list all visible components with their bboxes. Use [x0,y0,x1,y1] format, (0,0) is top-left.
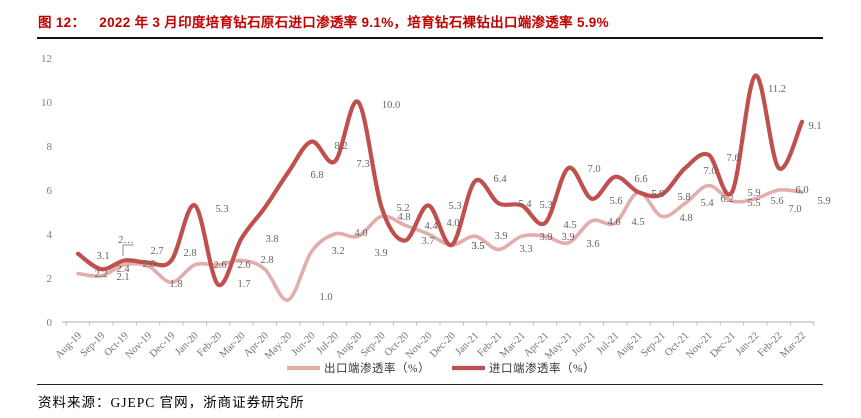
import-data-label: 5.8 [677,192,690,203]
x-tick-label: Sep-20 [359,330,388,359]
export-data-label: 4.4 [424,221,438,232]
import-data-label: 6.6 [634,174,647,185]
footer-divider [37,384,823,386]
import-data-label: 7.6 [726,153,739,164]
export-data-label: 6.0 [795,185,808,196]
x-tick-label: Mar-22 [778,330,808,360]
import-data-label: 6.4 [493,174,507,185]
y-tick-label: 12 [41,53,52,65]
y-tick-label: 6 [47,185,53,197]
import-data-label: 7.0 [587,164,600,175]
export-data-label: 5.4 [700,198,714,209]
export-data-label: 3.9 [539,232,552,243]
import-data-label: 3.7 [421,236,434,247]
export-data-label: 2.6 [237,260,250,271]
export-data-label: 5.6 [770,196,783,207]
x-tick-label: Mar-21 [498,330,528,360]
y-tick-label: 8 [47,141,53,153]
import-legend-label: 进口端渗透率（%） [489,361,595,375]
y-tick-label: 4 [47,229,53,241]
export-data-label: 2.6 [213,260,226,271]
export-data-label: 2.6 [142,259,155,270]
x-tick-label: Jun-21 [570,330,598,358]
import-data-label: 8.2 [334,141,347,152]
import-series-line [75,73,805,287]
x-tick-label: Dec-19 [148,330,178,360]
export-data-label: 1.0 [319,292,332,303]
export-data-label: 6.2 [720,194,733,205]
chart-title: 图 12： 2022 年 3 月印度培育钻石原石进口渗透率 9.1%，培育钻石裸钻… [38,11,838,31]
x-tick-label: Aug-21 [614,330,644,360]
export-data-label: 4.0 [446,218,459,229]
x-tick-label: Sep-21 [639,330,668,359]
export-legend-label: 出口端渗透率（%） [324,361,430,375]
import-data-label: 4.5 [563,220,576,231]
source-note: 资料来源：GJEPC 官网，浙商证券研究所 [38,395,305,410]
export-data-label: 3.9 [494,231,507,242]
import-data-label: 2.7 [150,246,163,257]
figure-number: 图 12： [38,15,86,30]
import-data-label: 2.4 [116,264,130,275]
export-data-label: 3.9 [374,248,387,259]
export-data-label: 3.5 [471,241,484,252]
x-tick-label: Sep-19 [79,330,108,359]
import-data-label: 5.9 [651,189,664,200]
x-tick-label: Nov-20 [404,330,434,360]
import-data-label: 7.3 [356,159,369,170]
export-data-label: 1.8 [169,279,182,290]
title-divider [37,37,823,40]
import-data-label: 2… [118,235,134,246]
export-data-label: 4.5 [631,217,644,228]
import-data-label: 3.8 [265,234,278,245]
export-data-label: 4.0 [354,228,367,239]
y-tick-label: 2 [47,273,53,285]
export-series-line [76,183,804,302]
import-data-label: 3.1 [96,251,109,262]
import-data-label: 5.3 [539,200,552,211]
import-data-label: 9.1 [808,121,821,132]
title-text: 2022 年 3 月印度培育钻石原石进口渗透率 9.1%，培育钻石裸钻出口端渗透… [99,15,609,30]
import-data-label: 10.0 [382,100,400,111]
export-data-label: 2.8 [260,255,273,266]
import-data-label: 11.2 [768,84,786,95]
x-tick-label: Dec-20 [428,330,458,360]
export-data-label: 4.8 [397,212,410,223]
export-data-label: 3.3 [519,244,532,255]
y-tick-label: 0 [47,317,53,329]
y-tick-label: 10 [41,97,53,109]
x-tick-label: Aug-20 [334,330,364,360]
export-data-label: 3.2 [331,246,344,257]
export-data-label: 4.6 [607,217,620,228]
import-label-callout-leader [122,244,134,256]
export-data-label: 2.2 [94,269,107,280]
export-data-label: 3.9 [561,232,574,243]
import-data-label: 5.9 [747,188,760,199]
export-data-label: 5.9 [817,196,830,207]
import-data-label: 1.7 [237,279,250,290]
export-data-label: 3.6 [586,239,599,250]
export-data-label: 2.1 [116,272,129,283]
x-tick-label: Jun-20 [290,330,318,358]
export-data-label: 4.8 [679,213,692,224]
export-data-label: 5.5 [747,198,760,209]
x-tick-label: Aug-19 [54,330,84,360]
import-data-label: 5.6 [609,196,622,207]
import-data-label: 5.2 [396,203,409,214]
import-data-label: 2.8 [183,248,196,259]
import-data-label: 7.0 [788,204,801,215]
x-tick-label: Dec-21 [708,330,738,360]
x-tick-label: Nov-19 [124,330,154,360]
import-data-label: 3.5 [471,241,484,252]
export-data-label: 5.9 [651,189,664,200]
x-tick-label: Mar-20 [218,330,248,360]
import-data-label: 7.0 [703,166,716,177]
import-data-label: 5.4 [518,199,532,210]
import-data-label: 5.3 [448,201,461,212]
import-data-label: 6.8 [310,170,323,181]
x-tick-label: Nov-21 [684,330,714,360]
import-data-label: 5.3 [215,204,228,215]
